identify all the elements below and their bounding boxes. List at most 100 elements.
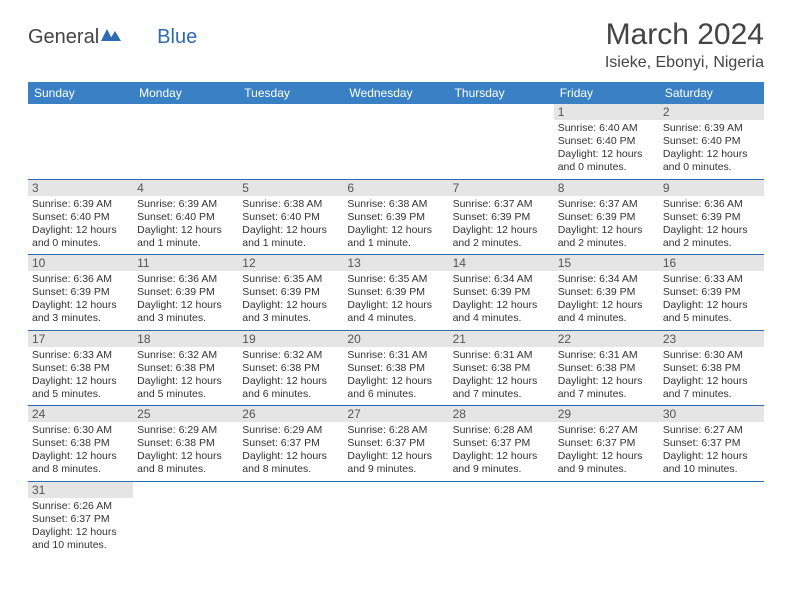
day-number: 22 xyxy=(554,331,659,347)
location: Isieke, Ebonyi, Nigeria xyxy=(605,54,764,72)
day-number: 9 xyxy=(659,180,764,196)
day-number: 10 xyxy=(28,255,133,271)
day-details: Sunrise: 6:38 AMSunset: 6:39 PMDaylight:… xyxy=(343,196,448,255)
day-cell: 31Sunrise: 6:26 AMSunset: 6:37 PMDayligh… xyxy=(28,482,133,557)
day-details: Sunrise: 6:28 AMSunset: 6:37 PMDaylight:… xyxy=(449,422,554,481)
day-details: Sunrise: 6:37 AMSunset: 6:39 PMDaylight:… xyxy=(449,196,554,255)
weekday-label: Friday xyxy=(554,82,659,104)
day-cell: 20Sunrise: 6:31 AMSunset: 6:38 PMDayligh… xyxy=(343,331,448,406)
day-number: 27 xyxy=(343,406,448,422)
day-cell: 24Sunrise: 6:30 AMSunset: 6:38 PMDayligh… xyxy=(28,406,133,481)
week-row: 1Sunrise: 6:40 AMSunset: 6:40 PMDaylight… xyxy=(28,104,764,180)
day-details: Sunrise: 6:40 AMSunset: 6:40 PMDaylight:… xyxy=(554,120,659,179)
day-details: Sunrise: 6:37 AMSunset: 6:39 PMDaylight:… xyxy=(554,196,659,255)
empty-cell xyxy=(28,104,133,179)
empty-cell xyxy=(343,104,448,179)
day-number: 16 xyxy=(659,255,764,271)
day-details: Sunrise: 6:36 AMSunset: 6:39 PMDaylight:… xyxy=(659,196,764,255)
day-details: Sunrise: 6:36 AMSunset: 6:39 PMDaylight:… xyxy=(28,271,133,330)
day-number: 26 xyxy=(238,406,343,422)
day-details: Sunrise: 6:31 AMSunset: 6:38 PMDaylight:… xyxy=(343,347,448,406)
day-cell: 16Sunrise: 6:33 AMSunset: 6:39 PMDayligh… xyxy=(659,255,764,330)
page: General Blue March 2024 Isieke, Ebonyi, … xyxy=(0,0,792,556)
day-details: Sunrise: 6:29 AMSunset: 6:37 PMDaylight:… xyxy=(238,422,343,481)
day-number: 29 xyxy=(554,406,659,422)
title-block: March 2024 Isieke, Ebonyi, Nigeria xyxy=(605,18,764,72)
day-details: Sunrise: 6:30 AMSunset: 6:38 PMDaylight:… xyxy=(659,347,764,406)
day-number: 30 xyxy=(659,406,764,422)
logo-text-general: General xyxy=(28,26,99,49)
day-number: 12 xyxy=(238,255,343,271)
empty-cell xyxy=(343,482,448,557)
week-row: 31Sunrise: 6:26 AMSunset: 6:37 PMDayligh… xyxy=(28,482,764,557)
weekday-label: Monday xyxy=(133,82,238,104)
week-row: 17Sunrise: 6:33 AMSunset: 6:38 PMDayligh… xyxy=(28,331,764,407)
day-cell: 7Sunrise: 6:37 AMSunset: 6:39 PMDaylight… xyxy=(449,180,554,255)
empty-cell xyxy=(133,482,238,557)
day-details: Sunrise: 6:27 AMSunset: 6:37 PMDaylight:… xyxy=(554,422,659,481)
day-details: Sunrise: 6:39 AMSunset: 6:40 PMDaylight:… xyxy=(28,196,133,255)
calendar: SundayMondayTuesdayWednesdayThursdayFrid… xyxy=(28,82,764,556)
day-details: Sunrise: 6:28 AMSunset: 6:37 PMDaylight:… xyxy=(343,422,448,481)
day-details: Sunrise: 6:39 AMSunset: 6:40 PMDaylight:… xyxy=(659,120,764,179)
day-number: 19 xyxy=(238,331,343,347)
day-cell: 19Sunrise: 6:32 AMSunset: 6:38 PMDayligh… xyxy=(238,331,343,406)
day-cell: 21Sunrise: 6:31 AMSunset: 6:38 PMDayligh… xyxy=(449,331,554,406)
day-cell: 23Sunrise: 6:30 AMSunset: 6:38 PMDayligh… xyxy=(659,331,764,406)
logo-flag-icon xyxy=(101,27,123,48)
day-cell: 3Sunrise: 6:39 AMSunset: 6:40 PMDaylight… xyxy=(28,180,133,255)
day-number: 13 xyxy=(343,255,448,271)
day-details: Sunrise: 6:33 AMSunset: 6:39 PMDaylight:… xyxy=(659,271,764,330)
logo-text-blue: Blue xyxy=(157,26,197,49)
day-details: Sunrise: 6:29 AMSunset: 6:38 PMDaylight:… xyxy=(133,422,238,481)
day-number: 28 xyxy=(449,406,554,422)
day-cell: 4Sunrise: 6:39 AMSunset: 6:40 PMDaylight… xyxy=(133,180,238,255)
week-row: 24Sunrise: 6:30 AMSunset: 6:38 PMDayligh… xyxy=(28,406,764,482)
day-cell: 26Sunrise: 6:29 AMSunset: 6:37 PMDayligh… xyxy=(238,406,343,481)
weekday-label: Sunday xyxy=(28,82,133,104)
day-number: 5 xyxy=(238,180,343,196)
day-cell: 6Sunrise: 6:38 AMSunset: 6:39 PMDaylight… xyxy=(343,180,448,255)
empty-cell xyxy=(238,482,343,557)
day-cell: 15Sunrise: 6:34 AMSunset: 6:39 PMDayligh… xyxy=(554,255,659,330)
day-details: Sunrise: 6:26 AMSunset: 6:37 PMDaylight:… xyxy=(28,498,133,557)
month-title: March 2024 xyxy=(605,18,764,52)
day-cell: 29Sunrise: 6:27 AMSunset: 6:37 PMDayligh… xyxy=(554,406,659,481)
empty-cell xyxy=(449,482,554,557)
day-details: Sunrise: 6:31 AMSunset: 6:38 PMDaylight:… xyxy=(449,347,554,406)
day-number: 1 xyxy=(554,104,659,120)
empty-cell xyxy=(554,482,659,557)
weekday-label: Saturday xyxy=(659,82,764,104)
day-cell: 25Sunrise: 6:29 AMSunset: 6:38 PMDayligh… xyxy=(133,406,238,481)
weekday-row: SundayMondayTuesdayWednesdayThursdayFrid… xyxy=(28,82,764,104)
day-number: 4 xyxy=(133,180,238,196)
day-cell: 12Sunrise: 6:35 AMSunset: 6:39 PMDayligh… xyxy=(238,255,343,330)
day-number: 7 xyxy=(449,180,554,196)
day-cell: 28Sunrise: 6:28 AMSunset: 6:37 PMDayligh… xyxy=(449,406,554,481)
empty-cell xyxy=(659,482,764,557)
week-row: 10Sunrise: 6:36 AMSunset: 6:39 PMDayligh… xyxy=(28,255,764,331)
day-number: 3 xyxy=(28,180,133,196)
day-number: 18 xyxy=(133,331,238,347)
day-details: Sunrise: 6:32 AMSunset: 6:38 PMDaylight:… xyxy=(238,347,343,406)
empty-cell xyxy=(238,104,343,179)
logo: General Blue xyxy=(28,26,197,49)
weekday-label: Tuesday xyxy=(238,82,343,104)
day-cell: 9Sunrise: 6:36 AMSunset: 6:39 PMDaylight… xyxy=(659,180,764,255)
day-cell: 13Sunrise: 6:35 AMSunset: 6:39 PMDayligh… xyxy=(343,255,448,330)
day-cell: 8Sunrise: 6:37 AMSunset: 6:39 PMDaylight… xyxy=(554,180,659,255)
day-details: Sunrise: 6:30 AMSunset: 6:38 PMDaylight:… xyxy=(28,422,133,481)
day-cell: 10Sunrise: 6:36 AMSunset: 6:39 PMDayligh… xyxy=(28,255,133,330)
day-details: Sunrise: 6:34 AMSunset: 6:39 PMDaylight:… xyxy=(554,271,659,330)
day-number: 8 xyxy=(554,180,659,196)
day-number: 24 xyxy=(28,406,133,422)
day-number: 31 xyxy=(28,482,133,498)
day-details: Sunrise: 6:35 AMSunset: 6:39 PMDaylight:… xyxy=(238,271,343,330)
day-cell: 17Sunrise: 6:33 AMSunset: 6:38 PMDayligh… xyxy=(28,331,133,406)
day-cell: 22Sunrise: 6:31 AMSunset: 6:38 PMDayligh… xyxy=(554,331,659,406)
day-cell: 5Sunrise: 6:38 AMSunset: 6:40 PMDaylight… xyxy=(238,180,343,255)
week-row: 3Sunrise: 6:39 AMSunset: 6:40 PMDaylight… xyxy=(28,180,764,256)
day-number: 21 xyxy=(449,331,554,347)
day-number: 11 xyxy=(133,255,238,271)
day-details: Sunrise: 6:36 AMSunset: 6:39 PMDaylight:… xyxy=(133,271,238,330)
